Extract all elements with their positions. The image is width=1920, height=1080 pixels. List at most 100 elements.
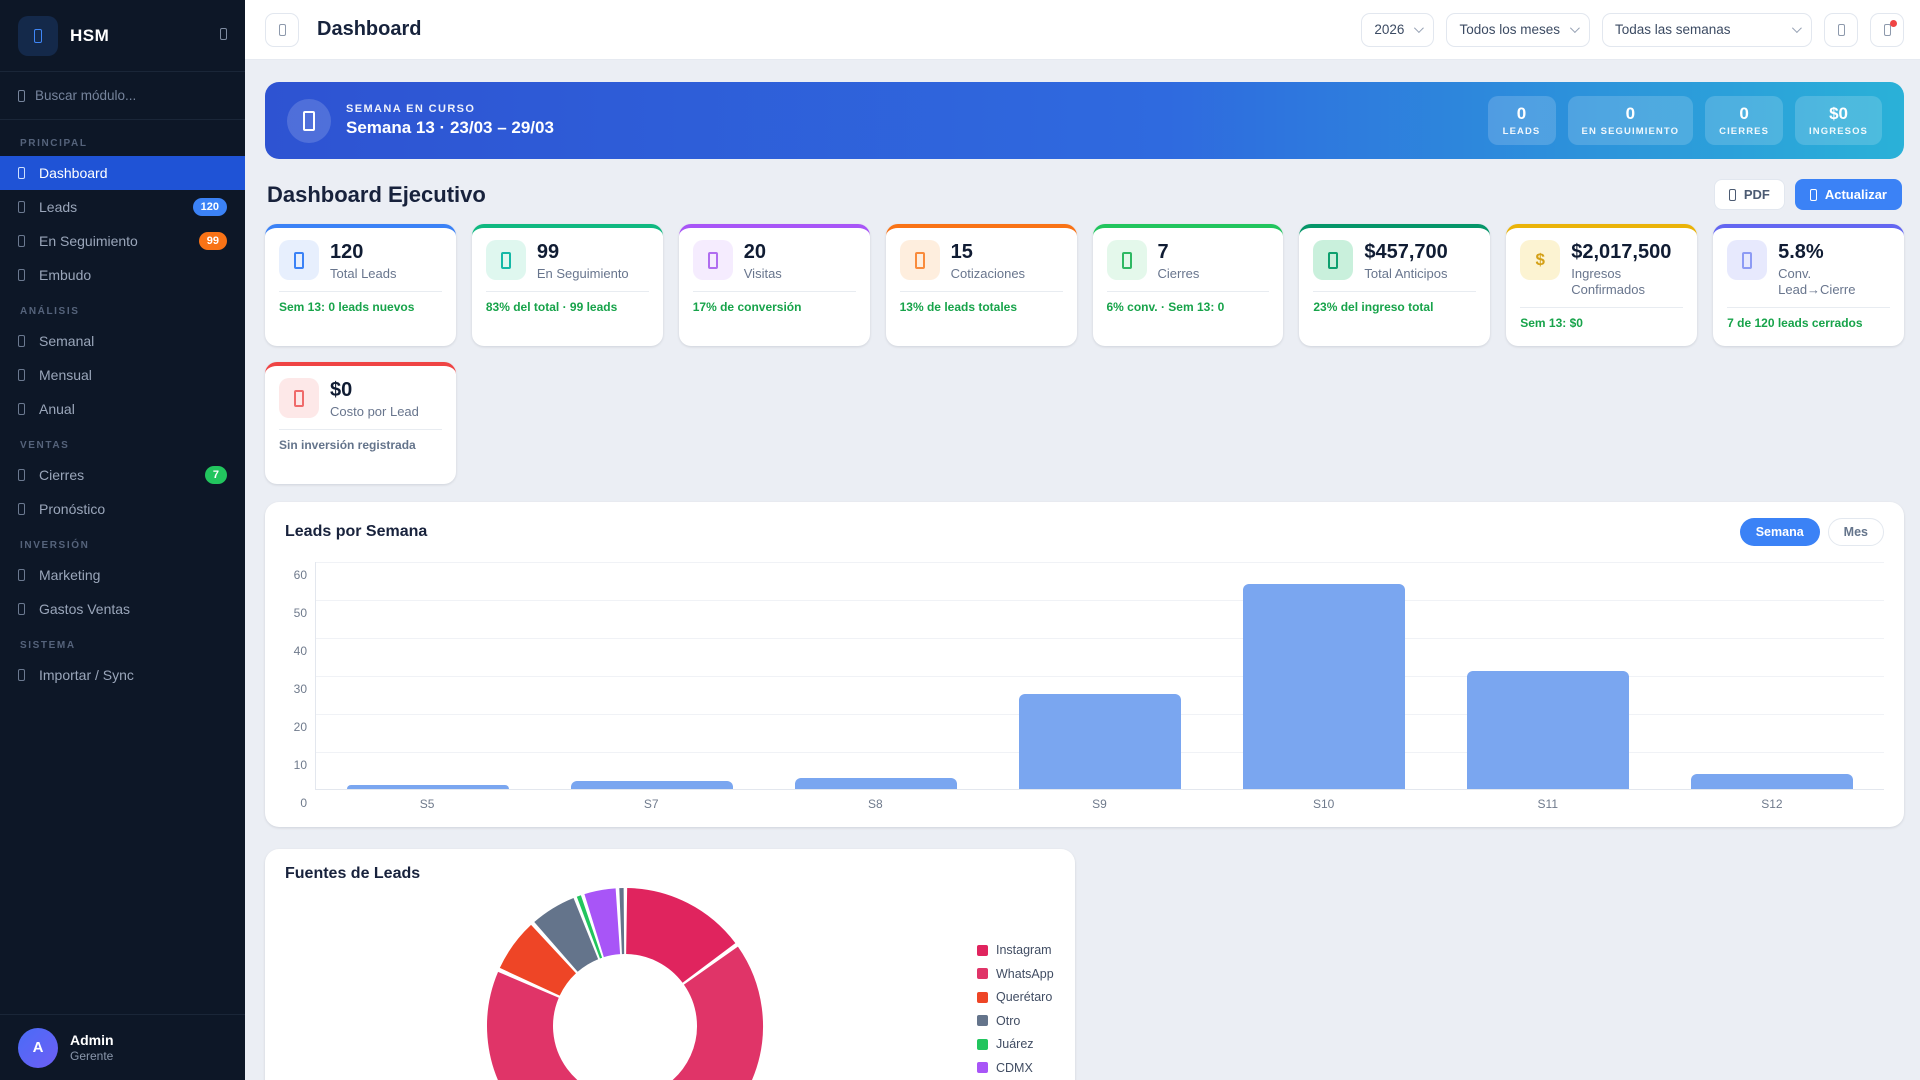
- sidebar-item-cierres[interactable]: Cierres 7: [0, 458, 245, 492]
- kpi-label: Ingresos Confirmados: [1571, 266, 1645, 297]
- sidebar-item-anual[interactable]: Anual: [0, 392, 245, 426]
- user-profile[interactable]: A Admin Gerente: [0, 1014, 245, 1080]
- sidebar-item-label: Marketing: [39, 567, 101, 583]
- sidebar-item-badge: 99: [198, 232, 227, 250]
- legend-label: Querétaro: [996, 990, 1053, 1004]
- section-items: Cierres 7 Pronóstico: [0, 458, 245, 526]
- legend-item-cdmx[interactable]: CDMX: [977, 1061, 1054, 1075]
- toggle-month-button[interactable]: Mes: [1827, 518, 1884, 546]
- kpi-divider: [1106, 291, 1270, 292]
- kpi-icon: $: [1520, 240, 1561, 280]
- kpi-icon: [692, 240, 733, 280]
- week-select[interactable]: Todas las semanas: [1602, 12, 1812, 47]
- sidebar-item-en-seguimiento[interactable]: En Seguimiento 99: [0, 224, 245, 258]
- sidebar-item-marketing[interactable]: Marketing: [0, 558, 245, 592]
- kpi-card-total-anticipos: $457,700 Total Anticipos 23% del ingreso…: [1299, 224, 1491, 346]
- sidebar-item-pronostico[interactable]: Pronóstico: [0, 492, 245, 526]
- theme-button[interactable]: [1824, 12, 1858, 47]
- section-items: Marketing Gastos Ventas: [0, 558, 245, 626]
- x-tick-label: S11: [1537, 797, 1558, 811]
- sidebar-item-icon: [18, 369, 25, 381]
- kpi-top: 5.8% Conv. Lead→Cierre: [1727, 240, 1890, 298]
- section-title: Dashboard Ejecutivo: [267, 181, 486, 207]
- gridline: [316, 562, 1884, 563]
- sidebar-item-label: Anual: [39, 401, 75, 417]
- chevron-down-icon: [1791, 23, 1802, 34]
- bar-slot: [1660, 562, 1884, 789]
- bar-slot: [316, 562, 540, 789]
- legend-label: WhatsApp: [996, 966, 1054, 981]
- sidebar-item-icon: [18, 235, 25, 247]
- kpi-divider: [279, 291, 442, 292]
- refresh-button[interactable]: Actualizar: [1794, 179, 1902, 210]
- legend-label: CDMX: [996, 1060, 1033, 1075]
- kpi-icon: [279, 378, 319, 418]
- notifications-button[interactable]: [1870, 12, 1904, 47]
- chevron-down-icon: [1414, 23, 1425, 34]
- legend-label: Otro: [996, 1013, 1021, 1028]
- menu-toggle-button[interactable]: [265, 12, 299, 47]
- sidebar-collapse-button[interactable]: [220, 27, 227, 45]
- year-select[interactable]: 2026: [1361, 12, 1435, 47]
- sidebar-item-gastos-ventas[interactable]: Gastos Ventas: [0, 592, 245, 626]
- kpi-divider: [1727, 307, 1890, 308]
- banner-stat-label: Leads: [1502, 126, 1541, 137]
- x-tick-label: S12: [1761, 797, 1783, 811]
- sidebar-item-leads[interactable]: Leads 120: [0, 190, 245, 224]
- kpi-footer: 83% del total · 99 leads: [485, 300, 618, 314]
- legend-swatch: [977, 1038, 988, 1050]
- banner-stat: 0 En Seguimiento: [1567, 96, 1694, 145]
- donut-slice-queretaro: [499, 924, 577, 997]
- search-input[interactable]: [35, 88, 227, 103]
- legend-item-juarez[interactable]: Juárez: [977, 1037, 1054, 1051]
- kpi-footer: 6% conv. · Sem 13: 0: [1106, 300, 1225, 314]
- legend-item-queretaro[interactable]: Querétaro: [977, 990, 1054, 1004]
- sidebar-section: Análisis Semanal Mensual Anual: [0, 292, 245, 426]
- kpi-divider: [1313, 291, 1477, 292]
- donut-legend: Instagram WhatsApp Querétaro Otro Juárez…: [977, 943, 1054, 1080]
- kpi-value: $0: [330, 379, 353, 401]
- sidebar-item-label: Mensual: [39, 367, 92, 383]
- sidebar-item-semanal[interactable]: Semanal: [0, 324, 245, 358]
- legend-label: Juárez: [996, 1037, 1034, 1051]
- building-icon: [34, 28, 42, 43]
- legend-item-whatsapp[interactable]: WhatsApp: [977, 967, 1054, 981]
- kpi-icon-glyph: [1742, 251, 1753, 269]
- pdf-button-label: PDF: [1743, 187, 1770, 202]
- sidebar-item-embudo[interactable]: Embudo: [0, 258, 245, 292]
- donut-chart-title: Fuentes de Leads: [285, 865, 421, 882]
- refresh-button-label: Actualizar: [1824, 187, 1887, 202]
- kpi-icon: [279, 240, 319, 280]
- legend-swatch: [977, 991, 988, 1003]
- bar-slot: [1436, 562, 1660, 789]
- pdf-button[interactable]: PDF: [1713, 179, 1785, 210]
- module-search: [0, 72, 245, 120]
- y-tick-label: 50: [293, 606, 307, 620]
- bar-plot-wrap: 0 10 20 30 40 50 60: [285, 562, 1884, 810]
- sidebar: HSM Principal Dashboard Leads 120 En Seg…: [0, 0, 245, 1080]
- section-label: Principal: [20, 138, 88, 149]
- kpi-value: $457,700: [1364, 241, 1448, 263]
- sidebar-item-label: Gastos Ventas: [39, 601, 131, 617]
- sidebar-section: Inversión Marketing Gastos Ventas: [0, 526, 245, 626]
- month-select[interactable]: Todos los meses: [1446, 12, 1590, 47]
- lead-sources-chart-card: Fuentes de Leads Instagram WhatsApp Quer…: [265, 849, 1075, 1080]
- kpi-label: En Seguimiento: [536, 266, 629, 281]
- sidebar-item-icon: [18, 201, 25, 213]
- legend-swatch: [977, 944, 988, 956]
- user-role: Gerente: [70, 1049, 114, 1063]
- gridline: [316, 676, 1884, 677]
- legend-item-otro[interactable]: Otro: [977, 1014, 1054, 1028]
- toggle-week-button[interactable]: Semana: [1739, 518, 1820, 546]
- kpi-footer: Sin inversión registrada: [279, 438, 416, 452]
- sidebar-item-label: Leads: [39, 199, 78, 215]
- menu-icon: [278, 23, 286, 36]
- sidebar-item-dashboard[interactable]: Dashboard: [0, 156, 245, 190]
- year-select-value: 2026: [1374, 22, 1405, 37]
- sidebar-item-mensual[interactable]: Mensual: [0, 358, 245, 392]
- sidebar-item-importar-sync[interactable]: Importar / Sync: [0, 658, 245, 692]
- kpi-label: Visitas: [743, 266, 782, 281]
- sidebar-item-icon: [18, 503, 25, 515]
- legend-item-instagram[interactable]: Instagram: [977, 943, 1054, 957]
- kpi-grid: 120 Total Leads Sem 13: 0 leads nuevos 9…: [265, 224, 1904, 484]
